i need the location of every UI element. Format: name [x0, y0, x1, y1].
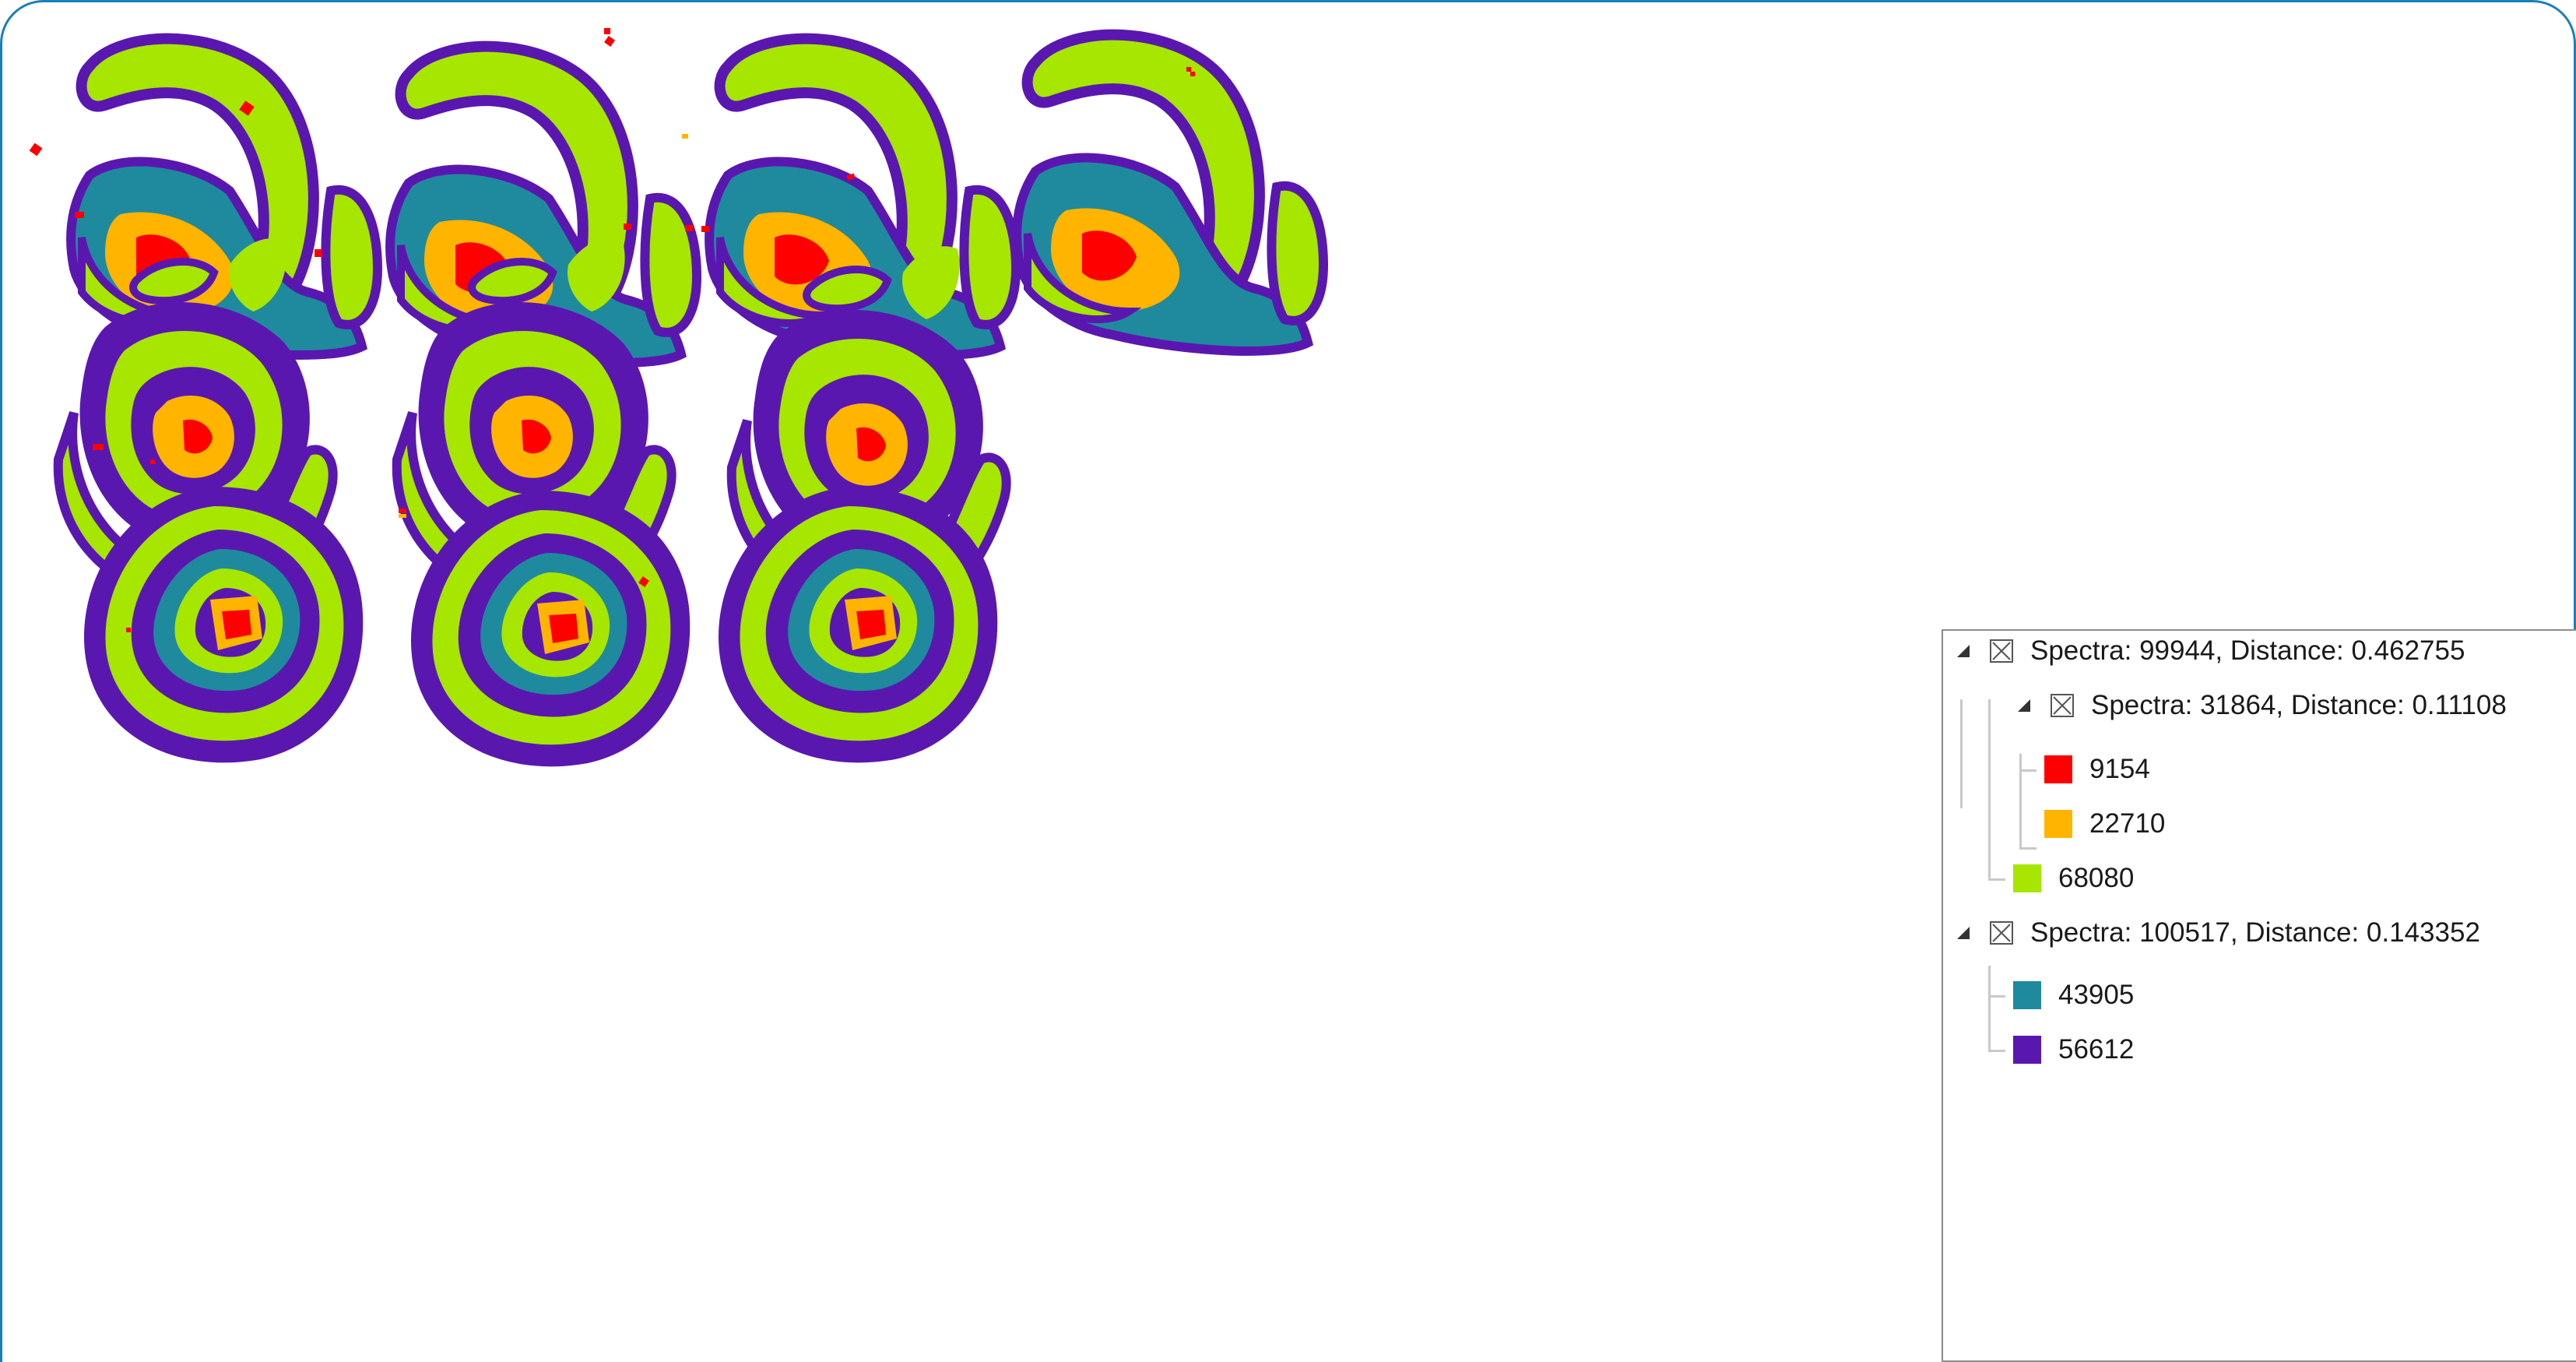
- artifact-specks: [29, 28, 1195, 632]
- cluster-color-swatch: [2044, 755, 2072, 783]
- collapse-triangle-icon[interactable]: [2015, 696, 2033, 715]
- tree-node-group[interactable]: Spectra: 100517, Distance: 0.143352: [1954, 913, 2480, 953]
- tissue-section[interactable]: [1017, 35, 1323, 351]
- cluster-color-swatch: [2013, 981, 2041, 1009]
- tree-guide-line: [1988, 1050, 2005, 1052]
- tree-node-label: Spectra: 99944, Distance: 0.462755: [2030, 635, 2465, 666]
- cluster-color-swatch: [2013, 864, 2041, 892]
- tree-node-group[interactable]: Spectra: 31864, Distance: 0.11108: [2015, 685, 2507, 726]
- tree-node-leaf[interactable]: 22710: [2044, 804, 2165, 844]
- tree-guide-line: [2019, 847, 2037, 850]
- tissue-section[interactable]: [71, 39, 378, 355]
- tree-node-leaf[interactable]: 56612: [2013, 1029, 2134, 1070]
- tree-node-label: 9154: [2089, 754, 2150, 784]
- tree-guide-line: [1988, 995, 2005, 998]
- tree-guide-line: [2019, 769, 2037, 772]
- tree-node-group[interactable]: Spectra: 99944, Distance: 0.462755: [1954, 631, 2465, 671]
- visibility-checkbox[interactable]: [1990, 921, 2013, 945]
- tree-node-label: 22710: [2089, 808, 2166, 839]
- collapse-triangle-icon[interactable]: [1954, 924, 1973, 942]
- tree-guide-line: [1988, 699, 1991, 878]
- tree-node-label: Spectra: 100517, Distance: 0.143352: [2030, 917, 2480, 948]
- visibility-checkbox[interactable]: [2051, 694, 2074, 717]
- tree-node-leaf[interactable]: 43905: [2013, 975, 2134, 1015]
- tree-guide-line: [1960, 699, 1963, 808]
- cluster-color-swatch: [2013, 1036, 2041, 1064]
- tree-guide-line: [1988, 878, 2005, 881]
- visibility-checkbox[interactable]: [1990, 639, 2013, 663]
- collapse-triangle-icon[interactable]: [1954, 642, 1973, 660]
- tree-node-label: Spectra: 31864, Distance: 0.11108: [2091, 690, 2507, 720]
- tree-node-leaf[interactable]: 9154: [2044, 749, 2150, 790]
- cluster-color-swatch: [2044, 810, 2072, 838]
- tree-node-leaf[interactable]: 68080: [2013, 858, 2134, 899]
- tree-guide-line: [1988, 966, 1991, 1051]
- tree-node-label: 56612: [2058, 1034, 2135, 1065]
- cluster-tree-legend: Spectra: 99944, Distance: 0.462755 Spect…: [1942, 629, 2576, 1362]
- tree-guide-line: [2019, 754, 2022, 847]
- tree-node-label: 43905: [2058, 980, 2135, 1010]
- tissue-section[interactable]: [83, 487, 364, 763]
- tree-node-label: 68080: [2058, 863, 2135, 893]
